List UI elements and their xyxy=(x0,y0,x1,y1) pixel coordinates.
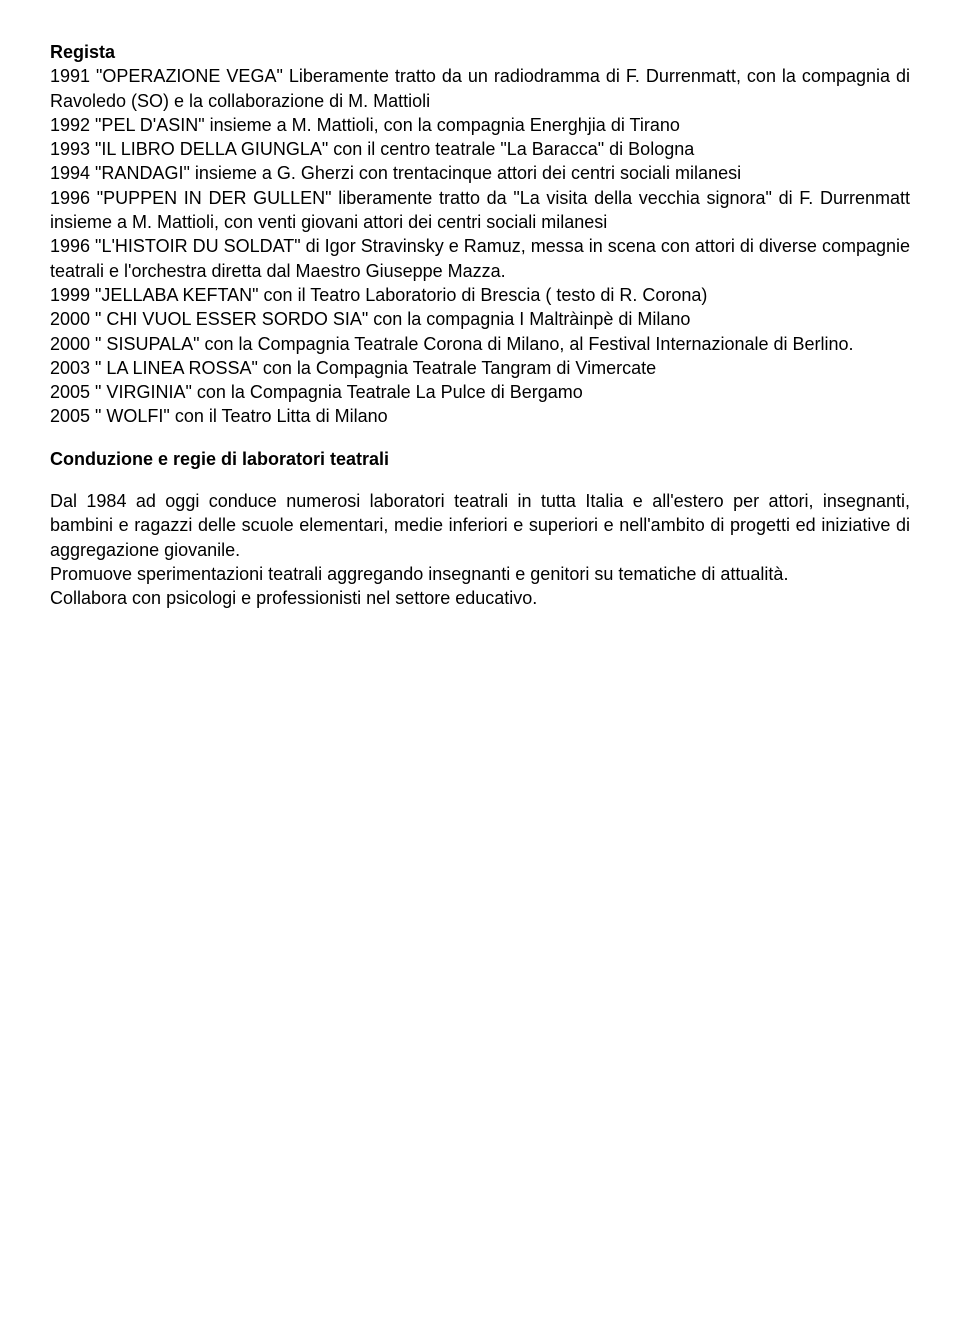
entry-2003: 2003 " LA LINEA ROSSA" con la Compagnia … xyxy=(50,356,910,380)
paragraph-3: Collabora con psicologi e professionisti… xyxy=(50,586,910,610)
entry-1993: 1993 "IL LIBRO DELLA GIUNGLA" con il cen… xyxy=(50,137,910,161)
paragraph-1: Dal 1984 ad oggi conduce numerosi labora… xyxy=(50,489,910,562)
entry-2000a: 2000 " CHI VUOL ESSER SORDO SIA" con la … xyxy=(50,307,910,331)
section-heading-conduzione: Conduzione e regie di laboratori teatral… xyxy=(50,447,910,471)
entry-1999: 1999 "JELLABA KEFTAN" con il Teatro Labo… xyxy=(50,283,910,307)
entry-2005b: 2005 " WOLFI" con il Teatro Litta di Mil… xyxy=(50,404,910,428)
entry-2000b: 2000 " SISUPALA" con la Compagnia Teatra… xyxy=(50,332,910,356)
entry-1991: 1991 "OPERAZIONE VEGA" Liberamente tratt… xyxy=(50,64,910,113)
entry-1994: 1994 "RANDAGI" insieme a G. Gherzi con t… xyxy=(50,161,910,185)
entry-1992: 1992 "PEL D'ASIN" insieme a M. Mattioli,… xyxy=(50,113,910,137)
paragraph-2: Promuove sperimentazioni teatrali aggreg… xyxy=(50,562,910,586)
section-heading-regista: Regista xyxy=(50,40,910,64)
entry-1996b: 1996 "L'HISTOIR DU SOLDAT" di Igor Strav… xyxy=(50,234,910,283)
entry-1996a: 1996 "PUPPEN IN DER GULLEN" liberamente … xyxy=(50,186,910,235)
entry-2005a: 2005 " VIRGINIA" con la Compagnia Teatra… xyxy=(50,380,910,404)
